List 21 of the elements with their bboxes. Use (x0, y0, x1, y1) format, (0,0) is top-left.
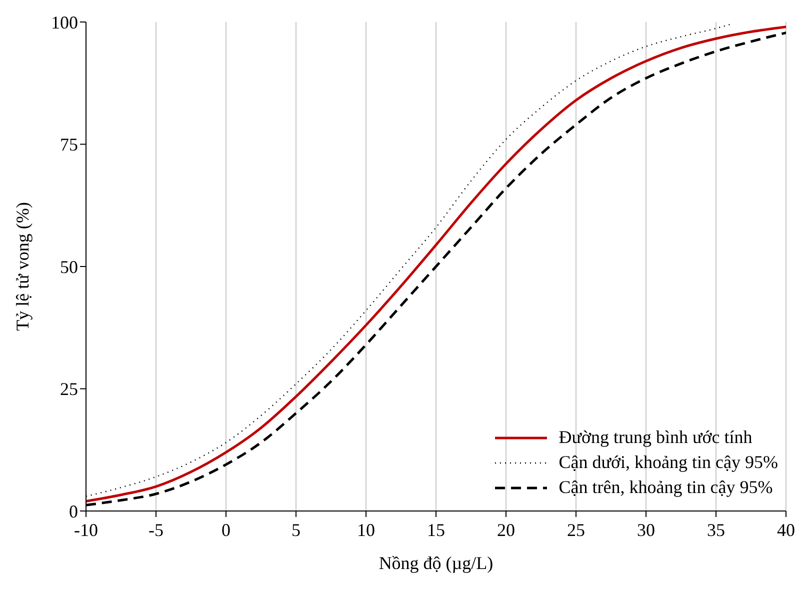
x-tick-label: 40 (777, 520, 795, 540)
x-tick-label: 5 (292, 520, 300, 540)
legend-label: Cận dưới, khoảng tin cậy 95% (558, 452, 778, 473)
x-tick-label: -10 (74, 520, 98, 540)
x-tick-label: 20 (497, 520, 515, 540)
y-tick-label: 75 (60, 134, 78, 155)
x-tick-label: 35 (707, 520, 725, 540)
x-tick-label: 30 (637, 520, 655, 540)
y-axis-title: Tỷ lệ tử vong (%) (12, 202, 32, 331)
y-tick-label: 0 (69, 501, 78, 522)
y-tick-label: 100 (51, 12, 78, 32)
x-tick-label: -5 (148, 520, 164, 540)
x-tick-label: 15 (427, 520, 445, 540)
x-axis-title: Nồng độ (µg/L) (378, 553, 494, 573)
y-tick-label: 50 (60, 256, 78, 277)
x-tick-label: 25 (567, 520, 585, 540)
y-tick-label: 25 (60, 379, 78, 400)
x-tick-label: 0 (222, 520, 230, 540)
legend-label: Cận trên, khoảng tin cậy 95% (558, 477, 773, 498)
legend-label: Đường trung bình ước tính (558, 427, 752, 448)
x-tick-label: 10 (357, 520, 375, 540)
